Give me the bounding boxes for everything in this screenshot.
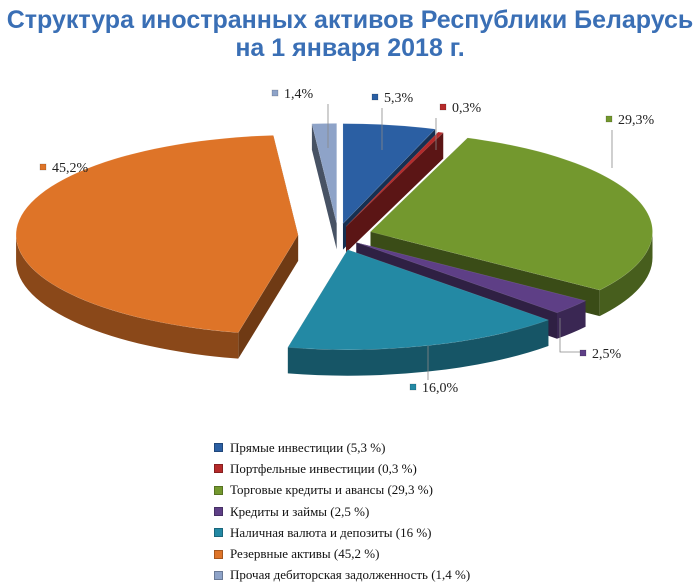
legend-label: Прямые инвестиции (5,3 %) — [230, 439, 386, 455]
legend-item-0: Прямые инвестиции (5,3 %) — [214, 437, 470, 458]
data-label-3: 2,5% — [579, 347, 622, 362]
data-label-text-1: 0,3% — [452, 101, 482, 116]
data-label-marker-0 — [371, 93, 379, 101]
legend-label: Резервные активы (45,2 %) — [230, 546, 380, 562]
data-label-2: 29,3% — [605, 113, 655, 128]
pie-slice-wall-6-0 — [311, 123, 337, 250]
data-label-marker-3 — [579, 349, 587, 357]
data-label-text-2: 29,3% — [618, 113, 655, 128]
legend-swatch — [214, 528, 223, 538]
legend-label: Торговые кредиты и авансы (29,3 %) — [230, 482, 433, 498]
legend-label: Прочая дебиторская задолженность (1,4 %) — [230, 567, 471, 583]
data-label-marker-6 — [271, 89, 279, 97]
pie-slice-side-4-0 — [287, 319, 549, 376]
legend-swatch — [214, 507, 223, 517]
data-label-marker-4 — [409, 383, 417, 391]
legend-label: Кредиты и займы (2,5 %) — [230, 503, 370, 519]
pie-tops — [15, 123, 653, 350]
pie-slice-wall-5-0 — [238, 234, 299, 359]
legend-item-5: Резервные активы (45,2 %) — [214, 543, 470, 564]
pie-slice-1 — [345, 131, 444, 227]
pie-slice-3 — [356, 242, 587, 314]
chart-title-line1: Структура иностранных активов Республики… — [6, 6, 694, 34]
data-label-0: 5,3% — [371, 91, 414, 106]
chart-title-line2: на 1 января 2018 г. — [235, 34, 465, 62]
chart-title: Структура иностранных активов Республики… — [0, 6, 700, 62]
legend-item-1: Портфельные инвестиции (0,3 %) — [214, 458, 470, 479]
legend-item-4: Наличная валюта и депозиты (16 %) — [214, 522, 470, 543]
data-label-text-0: 5,3% — [384, 91, 414, 106]
data-label-5: 45,2% — [39, 161, 89, 176]
legend-item-6: Прочая дебиторская задолженность (1,4 %) — [214, 565, 470, 586]
leader-line-3 — [559, 318, 582, 353]
pie-slice-side-3-0 — [557, 300, 586, 339]
data-label-text-4: 16,0% — [422, 381, 459, 396]
pie-slice-5 — [15, 135, 299, 333]
legend-swatch — [214, 485, 223, 495]
legend-item-3: Кредиты и займы (2,5 %) — [214, 501, 470, 522]
pie-slice-4 — [287, 249, 550, 350]
data-label-marker-2 — [605, 115, 613, 123]
data-label-marker-5 — [39, 163, 47, 171]
data-label-text-6: 1,4% — [284, 87, 314, 102]
data-label-6: 1,4% — [271, 87, 314, 102]
legend-label: Наличная валюта и депозиты (16 %) — [230, 524, 432, 540]
pie-slice-6 — [311, 123, 337, 224]
pie-slice-side-2-0 — [599, 231, 653, 317]
data-label-text-3: 2,5% — [592, 347, 622, 362]
pie-slice-2 — [369, 137, 653, 291]
data-label-text-5: 45,2% — [52, 161, 89, 176]
legend-label: Портфельные инвестиции (0,3 %) — [230, 460, 417, 476]
chart-legend: Прямые инвестиции (5,3 %) Портфельные инв… — [214, 437, 470, 586]
legend-swatch — [214, 549, 223, 559]
data-label-marker-1 — [439, 103, 447, 111]
legend-swatch — [214, 443, 223, 453]
legend-item-2: Торговые кредиты и авансы (29,3 %) — [214, 480, 470, 501]
legend-swatch — [214, 464, 223, 474]
pie-slice-0 — [342, 123, 436, 225]
data-label-4: 16,0% — [409, 381, 459, 396]
pie-data-labels: 5,3% 0,3% 29,3% 2,5% 16,0% 45,2% 1,4% — [39, 87, 655, 396]
data-label-1: 0,3% — [439, 101, 482, 116]
pie-slice-wall-1-1 — [346, 132, 444, 253]
pie-slice-side-5-0 — [16, 234, 239, 359]
legend-swatch — [214, 570, 223, 580]
